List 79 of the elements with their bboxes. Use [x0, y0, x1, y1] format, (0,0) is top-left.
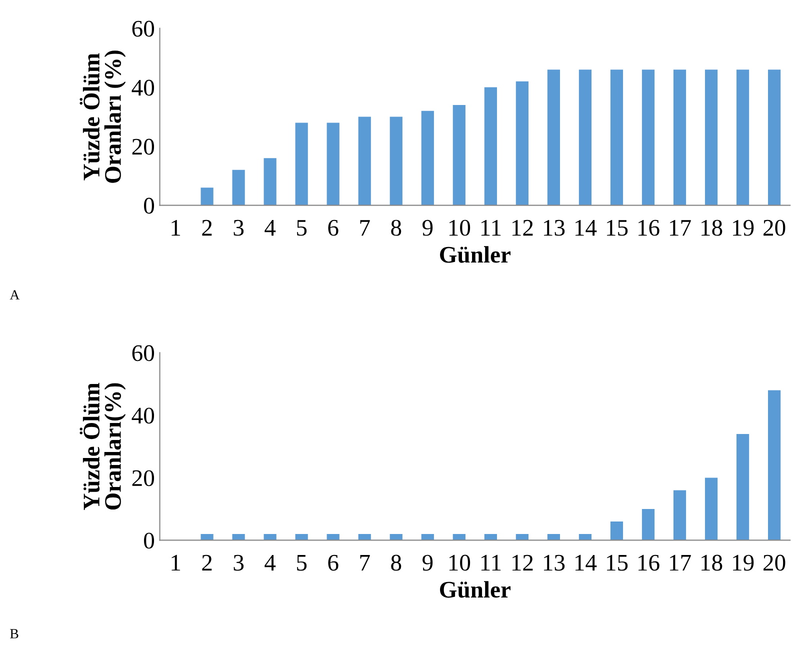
x-tick-label: 13: [544, 554, 565, 571]
bar: [264, 158, 276, 206]
x-tick-label: 16: [638, 554, 660, 571]
bar: [516, 81, 528, 206]
bar: [610, 70, 624, 206]
x-tick-label: 9: [422, 220, 433, 236]
y-tick-label: 60: [132, 345, 154, 362]
bar: [642, 508, 655, 540]
y-tick-label: 40: [132, 408, 154, 424]
x-tick-label: 7: [360, 220, 370, 236]
text: B: [10, 629, 18, 638]
y-tick-label: 20: [132, 138, 154, 155]
x-tick-label: 3: [234, 220, 244, 236]
x-tick-label: 7: [360, 555, 370, 570]
x-tick-label: 6: [328, 220, 338, 236]
x-tick-label: 2: [202, 220, 212, 236]
y-axis-title: Yüzde Ölüm Oranları(%): [80, 382, 126, 510]
x-tick-label: 20: [764, 220, 786, 236]
x-tick-label: 20: [764, 554, 786, 571]
x-tick-label: 1: [172, 220, 180, 236]
x-tick-label: 13: [544, 220, 565, 236]
bar: [232, 170, 245, 206]
y-axis-title: Yüzde Ölüm Oranları (%): [80, 50, 126, 183]
bar: [642, 70, 655, 206]
x-tick-label: 19: [733, 554, 754, 571]
x-tick-label: 12: [512, 220, 533, 236]
x-tick-label: 8: [391, 220, 402, 236]
x-tick-label: 5: [297, 220, 307, 236]
bar: [295, 122, 308, 206]
x-tick-label: 10: [449, 554, 470, 571]
y-tick-label: 0: [144, 198, 154, 214]
bar: [673, 70, 686, 206]
y-tick-label: 20: [132, 470, 154, 486]
bar: [484, 87, 497, 206]
bar: [421, 110, 434, 206]
x-tick-label: 2: [202, 554, 212, 570]
bar: [736, 434, 750, 540]
y-tick-label: 0: [144, 532, 154, 549]
x-tick-label: 16: [638, 220, 660, 236]
bar: [390, 116, 402, 206]
x-tick-label: 1: [172, 554, 180, 570]
x-tick-label: 12: [512, 554, 533, 570]
x-tick-label: 11: [481, 554, 501, 570]
text: A: [10, 290, 20, 300]
x-axis-title: Günler: [440, 246, 510, 263]
x-tick-label: 10: [449, 220, 470, 236]
bar: [452, 104, 466, 206]
x-tick-label: 11: [481, 220, 501, 236]
bar: [673, 490, 686, 540]
bar: [578, 70, 592, 206]
bar: [704, 478, 718, 540]
x-tick-label: 15: [607, 554, 628, 571]
bar: [200, 188, 214, 206]
x-tick-label: 17: [670, 220, 691, 236]
bar: [610, 521, 624, 540]
bar: [547, 70, 560, 206]
x-tick-label: 8: [391, 554, 402, 571]
bar: [768, 390, 781, 540]
bar: [326, 122, 340, 206]
x-axis-title: Günler: [440, 581, 510, 598]
y-tick-label: 60: [132, 20, 154, 37]
bar: [358, 116, 371, 206]
x-tick-label: 3: [234, 554, 244, 571]
x-tick-label: 4: [264, 220, 276, 236]
x-tick-label: 18: [702, 554, 722, 571]
bar: [736, 70, 750, 206]
x-tick-label: 5: [297, 555, 307, 571]
bar: [768, 70, 781, 206]
x-tick-label: 4: [264, 554, 276, 570]
x-tick-label: 14: [575, 554, 597, 570]
x-tick-label: 14: [575, 220, 597, 236]
x-tick-label: 17: [670, 554, 691, 570]
x-tick-label: 9: [422, 554, 433, 571]
bar: [704, 70, 718, 206]
y-tick-label: 40: [132, 80, 154, 96]
x-tick-label: 15: [607, 220, 628, 236]
x-tick-label: 18: [702, 220, 722, 236]
x-tick-label: 19: [733, 220, 754, 236]
x-tick-label: 6: [328, 554, 338, 571]
